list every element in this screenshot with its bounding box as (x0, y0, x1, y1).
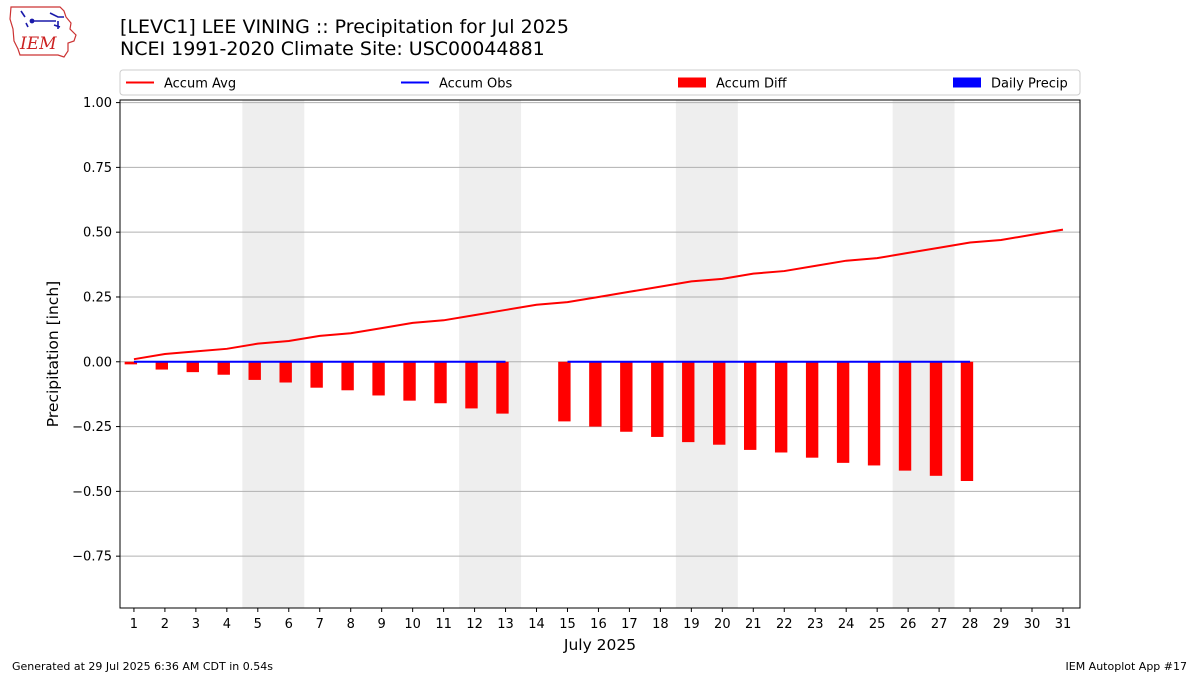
logo-text: IEM (19, 34, 57, 54)
y-tick-label: −0.75 (72, 550, 112, 565)
diff-bar (124, 361, 138, 365)
y-tick-label: 0.00 (83, 355, 112, 370)
x-tick-label: 16 (590, 617, 607, 632)
diff-bar (620, 361, 633, 432)
x-tick-label: 11 (435, 617, 452, 632)
legend-swatch-bar (953, 77, 981, 88)
iem-logo: IEM (9, 6, 77, 58)
chart-title: [LEVC1] LEE VINING :: Precipitation for … (120, 16, 569, 60)
diff-bar (960, 361, 974, 481)
weekend-band (675, 100, 738, 608)
x-tick-label: 21 (745, 617, 762, 632)
y-tick-label: 1.00 (83, 96, 112, 111)
x-tick-label: 3 (192, 617, 200, 632)
legend-label: Accum Diff (716, 77, 788, 92)
diff-bar (217, 361, 230, 375)
x-tick-label: 6 (285, 617, 293, 632)
x-tick-label: 26 (900, 617, 917, 632)
legend-label: Daily Precip (991, 77, 1068, 92)
chart-title-line2: NCEI 1991-2020 Climate Site: USC00044881 (120, 38, 545, 60)
x-tick-label: 29 (993, 617, 1010, 632)
x-tick-label: 30 (1024, 617, 1041, 632)
diff-bar (310, 361, 323, 388)
x-tick-label: 28 (962, 617, 979, 632)
x-tick-label: 5 (254, 617, 262, 632)
x-tick-label: 10 (404, 617, 421, 632)
x-tick-label: 31 (1055, 617, 1072, 632)
plot-frame (119, 99, 1081, 609)
diff-bar (465, 361, 478, 409)
x-tick-label: 20 (714, 617, 731, 632)
diff-bar (434, 361, 447, 404)
x-axis-label: July 2025 (563, 636, 636, 654)
diff-bar (341, 361, 354, 391)
x-tick-label: 14 (528, 617, 545, 632)
diff-bar (898, 361, 912, 471)
diff-bar (713, 361, 726, 445)
x-tick-label: 19 (683, 617, 700, 632)
x-tick-label: 1 (130, 617, 138, 632)
y-tick-label: 0.50 (83, 226, 112, 241)
x-tick-label: 15 (559, 617, 576, 632)
x-tick-label: 18 (652, 617, 669, 632)
legend-box (119, 69, 1081, 96)
diff-bar (372, 361, 385, 396)
diff-bar (248, 361, 261, 380)
legend-swatch-bar (678, 77, 706, 88)
diff-bar (682, 361, 695, 443)
diff-bar (774, 361, 788, 453)
x-tick-label: 4 (223, 617, 231, 632)
x-tick-label: 27 (931, 617, 948, 632)
x-tick-label: 9 (378, 617, 386, 632)
x-tick-label: 17 (621, 617, 638, 632)
diff-bar (186, 361, 199, 373)
x-tick-label: 12 (466, 617, 483, 632)
legend-label: Accum Obs (439, 77, 512, 92)
diff-bar (403, 361, 416, 401)
x-tick-label: 25 (869, 617, 886, 632)
legend-label: Accum Avg (164, 77, 236, 92)
accum-avg-line (133, 228, 1064, 361)
iowa-outline-icon (9, 6, 77, 58)
diff-bar (867, 361, 881, 466)
x-tick-label: 7 (316, 617, 324, 632)
x-tick-label: 23 (807, 617, 824, 632)
diff-bar (155, 361, 168, 370)
x-tick-label: 8 (347, 617, 355, 632)
footer-generated-text: Generated at 29 Jul 2025 6:36 AM CDT in … (12, 660, 273, 673)
footer-app-label: IEM Autoplot App #17 (1065, 660, 1188, 673)
x-tick-label: 2 (161, 617, 169, 632)
weekend-band (459, 100, 522, 608)
weekend-band (892, 100, 955, 608)
diff-bar (558, 361, 571, 422)
x-tick-label: 22 (776, 617, 793, 632)
x-tick-label: 13 (497, 617, 514, 632)
y-tick-label: −0.25 (72, 420, 112, 435)
y-tick-label: 0.75 (83, 161, 112, 176)
diff-bar (651, 361, 664, 437)
chart-title-line1: [LEVC1] LEE VINING :: Precipitation for … (120, 16, 569, 38)
diff-bar (836, 361, 850, 463)
weekend-band (242, 100, 305, 608)
diff-bar (279, 361, 292, 383)
diff-bar (929, 361, 943, 476)
weather-symbol-icon (20, 10, 64, 29)
y-tick-label: 0.25 (83, 290, 112, 305)
diff-bar (496, 361, 509, 414)
diff-bar (744, 361, 757, 450)
x-tick-label: 24 (838, 617, 855, 632)
y-axis-label: Precipitation [inch] (44, 281, 62, 427)
y-tick-label: −0.50 (72, 485, 112, 500)
diff-bar (589, 361, 602, 427)
diff-bar (805, 361, 819, 458)
